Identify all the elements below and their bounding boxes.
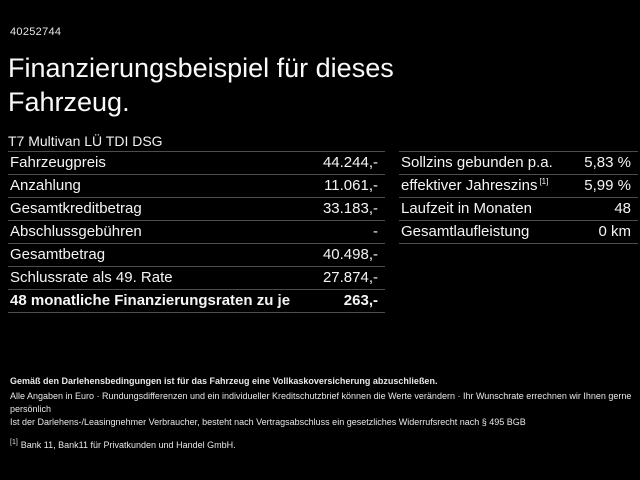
row-label: Gesamtkreditbetrag — [10, 200, 142, 217]
table-row: Anzahlung 11.061,- — [8, 175, 385, 198]
row-value: 5,83 % — [584, 154, 631, 171]
fine-print: Gemäß den Darlehensbedingungen ist für d… — [10, 375, 632, 452]
row-value: 11.061,- — [324, 177, 378, 194]
row-label: effektiver Jahreszins [1] — [401, 177, 549, 194]
row-value: - — [373, 223, 378, 240]
row-label: Abschlussgebühren — [10, 223, 142, 240]
row-label: Anzahlung — [10, 177, 81, 194]
footnote-marker: [1] — [539, 177, 549, 186]
table-row: Schlussrate als 49. Rate 27.874,- — [8, 267, 385, 290]
disclaimer-line-1: Alle Angaben in Euro · Rundungsdifferenz… — [10, 391, 632, 414]
row-value: 33.183,- — [322, 200, 378, 217]
row-value: 5,99 % — [584, 177, 631, 194]
table-row: Gesamtkreditbetrag 33.183,- — [8, 198, 385, 221]
row-value: 263,- — [343, 292, 378, 309]
table-row: Laufzeit in Monaten 48 — [399, 198, 638, 221]
row-label: Gesamtbetrag — [10, 246, 106, 263]
financing-details-table: Fahrzeugpreis 44.244,- Anzahlung 11.061,- Ge… — [8, 151, 385, 313]
footnote-marker: [1] — [10, 439, 18, 446]
bank-footnote: [1] Bank 11, Bank11 für Privatkunden und … — [10, 436, 632, 452]
interest-conditions-table: Sollzins gebunden p.a. 5,83 % effektiver J… — [399, 151, 638, 244]
table-row: Abschlussgebühren - — [8, 221, 385, 244]
footnote-text: Bank 11, Bank11 für Privatkunden und Han… — [20, 440, 236, 450]
row-value: 44.244,- — [322, 154, 378, 171]
row-label: 48 monatliche Finanzierungsraten zu je — [10, 292, 291, 309]
table-row: Gesamtbetrag 40.498,- — [8, 244, 385, 267]
table-row: effektiver Jahreszins [1] 5,99 % — [399, 175, 638, 198]
table-row: Gesamtlaufleistung 0 km — [399, 221, 638, 244]
vehicle-listing-id: 40252744 — [10, 26, 62, 38]
page-title: Finanzierungsbeispiel für dieses Fahrzeu… — [8, 53, 394, 117]
row-value: 27.874,- — [322, 269, 378, 286]
row-value: 0 km — [598, 223, 631, 240]
insurance-requirement-note: Gemäß den Darlehensbedingungen ist für d… — [10, 376, 438, 386]
vehicle-model-subtitle: T7 Multivan LÜ TDI DSG — [8, 133, 163, 149]
row-label: Fahrzeugpreis — [10, 154, 106, 171]
table-row: Fahrzeugpreis 44.244,- — [8, 152, 385, 175]
row-label: Schlussrate als 49. Rate — [10, 269, 173, 286]
disclaimer-line-2: Ist der Darlehens-/Leasingnehmer Verbrau… — [10, 417, 526, 427]
row-label: Laufzeit in Monaten — [401, 200, 532, 217]
table-row: Sollzins gebunden p.a. 5,83 % — [399, 152, 638, 175]
row-label: Sollzins gebunden p.a. — [401, 154, 553, 171]
row-label: Gesamtlaufleistung — [401, 223, 530, 240]
table-row: 48 monatliche Finanzierungsraten zu je 26… — [8, 290, 385, 313]
row-value: 40.498,- — [322, 246, 378, 263]
row-value: 48 — [614, 200, 631, 217]
